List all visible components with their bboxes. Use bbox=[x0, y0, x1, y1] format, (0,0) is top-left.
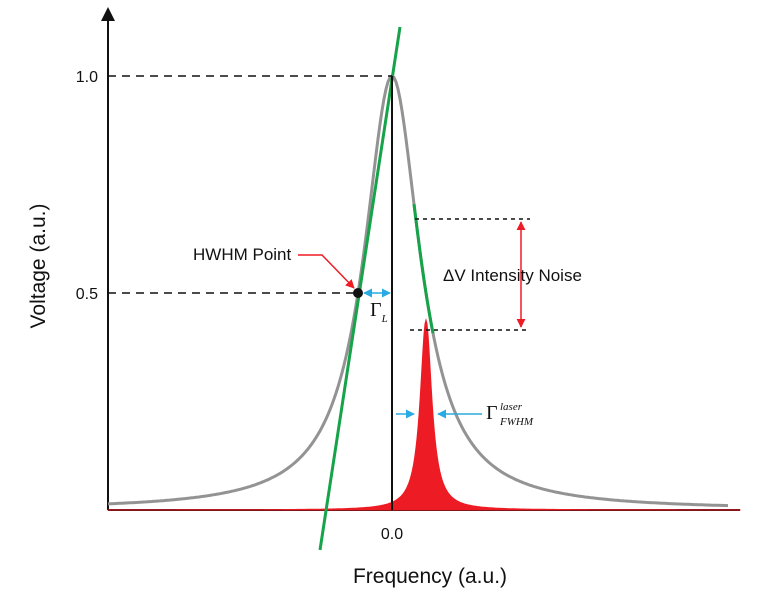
ytick-1: 1.0 bbox=[76, 69, 98, 86]
gamma-laser-superscript: laser bbox=[500, 401, 523, 413]
noise-slope-highlight bbox=[412, 203, 435, 334]
hwhm-label: HWHM Point bbox=[193, 245, 292, 264]
laser-spectrum bbox=[107, 318, 741, 511]
y-axis-title: Voltage (a.u.) bbox=[27, 204, 50, 329]
hwhm-point-marker bbox=[353, 288, 363, 298]
hwhm-pointer-arrow bbox=[298, 254, 355, 289]
noise-label: ΔV Intensity Noise bbox=[443, 266, 582, 285]
ytick-0-5: 0.5 bbox=[76, 286, 98, 303]
gamma-laser-subscript: FWHM bbox=[499, 416, 534, 428]
xtick-0: 0.0 bbox=[381, 526, 403, 543]
x-axis-title: Frequency (a.u.) bbox=[353, 565, 507, 588]
gamma-laser-label: Γ bbox=[486, 402, 498, 424]
gamma-l-label: ΓL bbox=[370, 299, 388, 325]
